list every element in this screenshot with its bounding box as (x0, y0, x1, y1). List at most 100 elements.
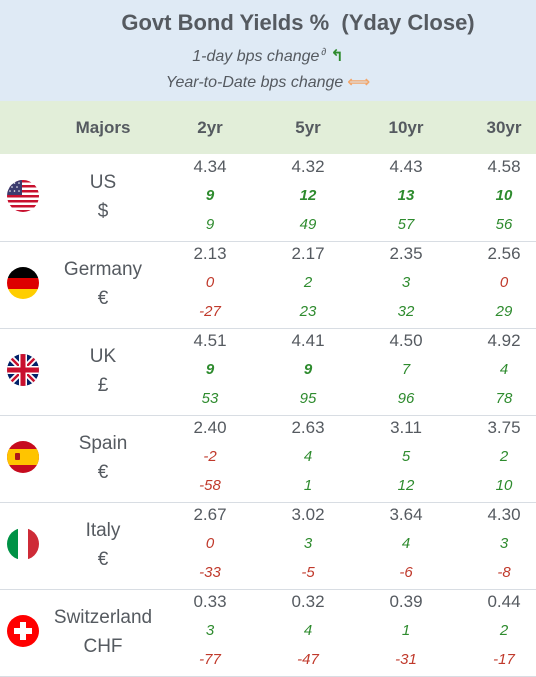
country-cell: US $ (46, 168, 160, 226)
day-change-5yr: 3 (303, 535, 313, 552)
yield-30yr: 4.92 (487, 331, 521, 350)
country-cell: Italy € (46, 516, 160, 574)
ytd-change-10yr: -31 (395, 651, 417, 668)
yield-30yr: 2.56 (487, 244, 521, 263)
day-change-30yr: 10 (495, 187, 513, 204)
table-row: Germany €2.13 0 -27 2.17 2 23 2.35 3 32 2.56 0 29 (0, 241, 536, 329)
column-header-row: Majors 2yr 5yr 10yr 30yr (0, 101, 536, 154)
yield-10yr: 3.11 (390, 418, 422, 437)
day-change-30yr: 2 (499, 622, 509, 639)
column-header-10yr: 10yr (388, 118, 424, 137)
currency-symbol: € (97, 288, 109, 309)
yield-2yr: 2.40 (193, 418, 227, 437)
header-panel: Govt Bond Yields % (Yday Close) 1-day bp… (0, 0, 536, 101)
day-change-30yr: 0 (499, 274, 509, 291)
day-change-10yr: 13 (397, 187, 415, 204)
uk-flag-icon (7, 354, 39, 386)
ytd-change-5yr: 49 (299, 216, 317, 233)
germany-flag-icon (7, 267, 39, 299)
day-change-5yr: 4 (303, 448, 313, 465)
day-change-5yr: 2 (303, 274, 313, 291)
country-name: US (89, 172, 117, 193)
yield-10yr: 4.43 (389, 157, 423, 176)
yield-2yr: 0.33 (193, 592, 227, 611)
ytd-change-30yr: -17 (493, 651, 515, 668)
country-name: UK (89, 346, 117, 367)
currency-symbol: $ (97, 201, 109, 222)
yield-10yr: 2.35 (389, 244, 423, 263)
ytd-change-5yr: -47 (297, 651, 319, 668)
country-name: Spain (78, 433, 128, 454)
left-right-arrow-icon: ⟺ (347, 74, 371, 91)
day-change-30yr: 2 (499, 448, 509, 465)
ytd-change-10yr: 96 (397, 390, 415, 407)
day-change-2yr: 3 (205, 622, 215, 639)
ytd-change-30yr: -8 (497, 564, 511, 581)
yield-5yr: 3.02 (291, 505, 325, 524)
country-cell: Germany € (46, 255, 160, 313)
table-row: Switzerland CHF 0.33 3 -77 0.32 4 -47 0.39 1 -31 0.… (0, 589, 536, 677)
yield-30yr: 3.75 (487, 418, 521, 437)
country-cell: Spain € (46, 429, 160, 487)
day-change-2yr: 0 (205, 535, 215, 552)
yield-10yr: 0.39 (389, 592, 423, 611)
ytd-change-10yr: 57 (397, 216, 415, 233)
subtitle-1day-label: 1-day bps change (192, 48, 320, 65)
day-change-30yr: 4 (499, 361, 509, 378)
ytd-change-30yr: 56 (495, 216, 513, 233)
yield-5yr: 0.32 (291, 592, 325, 611)
day-change-5yr: 4 (303, 622, 313, 639)
yield-5yr: 2.63 (291, 418, 325, 437)
column-header-2yr: 2yr (197, 118, 223, 137)
ytd-change-2yr: -58 (199, 477, 221, 494)
table-row: UK £4.51 9 53 4.41 9 95 4.50 7 96 4.92 4 78 (0, 328, 536, 416)
day-change-5yr: 9 (303, 361, 313, 378)
yield-2yr: 4.34 (193, 157, 227, 176)
day-change-30yr: 3 (499, 535, 509, 552)
day-change-10yr: 3 (401, 274, 411, 291)
page-title: Govt Bond Yields % (Yday Close) (121, 10, 475, 35)
column-header-majors: Majors (75, 118, 131, 137)
ytd-change-2yr: -77 (199, 651, 221, 668)
ytd-change-30yr: 29 (495, 303, 513, 320)
subtitle-1day-mark: ∂ (321, 46, 327, 58)
ytd-change-5yr: 1 (303, 477, 313, 494)
yield-30yr: 4.30 (487, 505, 521, 524)
column-header-30yr: 30yr (486, 118, 522, 137)
ytd-change-2yr: -27 (199, 303, 221, 320)
day-change-10yr: 5 (401, 448, 411, 465)
country-name: Switzerland (53, 607, 153, 628)
yield-2yr: 4.51 (193, 331, 227, 350)
currency-symbol: CHF (83, 636, 123, 657)
ytd-change-5yr: -5 (301, 564, 315, 581)
day-change-10yr: 4 (401, 535, 411, 552)
day-change-10yr: 7 (401, 361, 411, 378)
yield-30yr: 4.58 (487, 157, 521, 176)
ytd-change-10yr: -6 (399, 564, 413, 581)
yield-5yr: 2.17 (291, 244, 325, 263)
yield-10yr: 4.50 (389, 331, 423, 350)
country-cell: UK £ (46, 342, 160, 400)
yield-5yr: 4.41 (291, 331, 325, 350)
currency-symbol: € (97, 462, 109, 483)
ytd-change-5yr: 95 (299, 390, 317, 407)
yield-10yr: 3.64 (389, 505, 423, 524)
table-row: US $4.34 9 9 4.32 12 49 4.43 13 57 4.58 10 56 (0, 154, 536, 242)
yield-2yr: 2.13 (193, 244, 227, 263)
table-row: Spain €2.40 -2 -58 2.63 4 1 3.11 5 12 3.75 2 10 (0, 415, 536, 503)
column-header-5yr: 5yr (295, 118, 321, 137)
yield-30yr: 0.44 (487, 592, 521, 611)
table-row: Italy €2.67 0 -33 3.02 3 -5 3.64 4 -6 4.30 3 -8 (0, 502, 536, 590)
switzerland-flag-icon (7, 615, 39, 647)
currency-symbol: € (97, 549, 109, 570)
ytd-change-2yr: 9 (205, 216, 215, 233)
spain-flag-icon (7, 441, 39, 473)
country-name: Germany (63, 259, 143, 280)
country-name: Italy (85, 520, 121, 541)
subtitle-ytd: Year-to-Date bps change ⟺ (0, 72, 536, 92)
ytd-change-2yr: 53 (201, 390, 219, 407)
subtitle-ytd-label: Year-to-Date bps change (165, 74, 344, 91)
ytd-change-5yr: 23 (299, 303, 317, 320)
yield-5yr: 4.32 (291, 157, 325, 176)
curved-up-arrow-icon: ↰ (330, 48, 344, 65)
